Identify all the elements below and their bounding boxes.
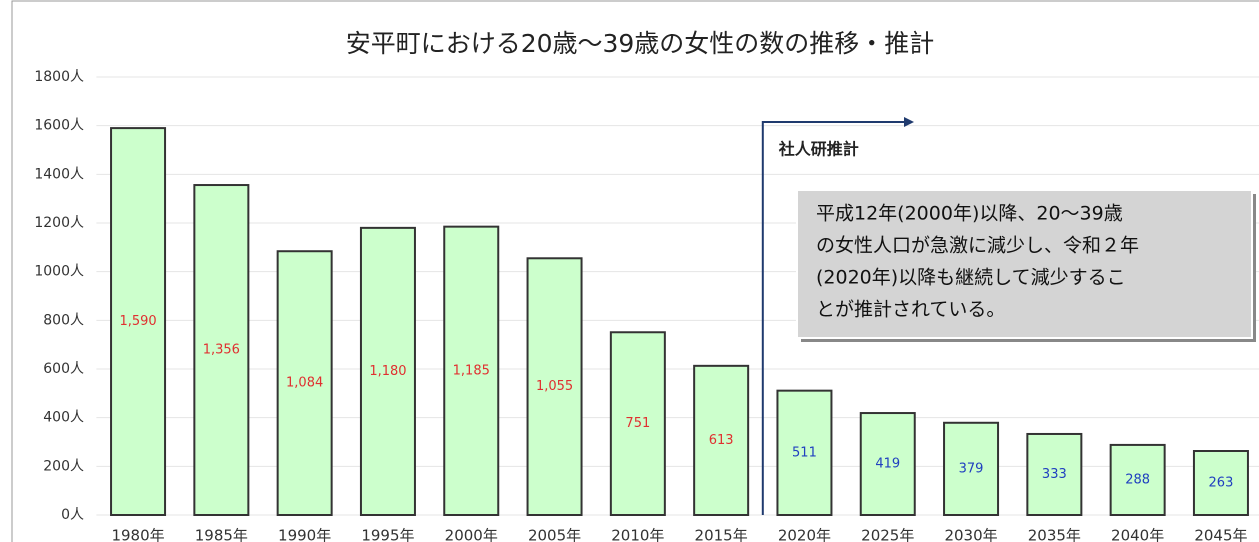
x-tick-label: 2005年 [528,527,581,542]
value-label: 1,084 [286,376,323,391]
bar [943,421,1000,517]
x-tick-label: 2010年 [611,527,664,542]
y-tick-label: 800人 [43,312,84,328]
value-label: 1,055 [536,379,573,394]
value-label: 511 [792,445,817,460]
bar [1192,450,1249,516]
value-label: 1,180 [369,364,406,379]
annotation-text: の女性人口が急激に減少し、令和２年 [816,235,1139,257]
x-tick-label: 1985年 [195,527,248,542]
y-tick-label: 1000人 [34,264,84,280]
bar [859,412,916,516]
x-tick-label: 2040年 [1111,527,1164,542]
bar [443,225,500,516]
x-tick-label: 2030年 [944,527,997,542]
chart-title: 安平町における20歳～39歳の女性の数の推移・推計 [346,29,935,58]
bar [1026,432,1083,516]
value-label: 379 [959,461,984,476]
x-tick-label: 1990年 [278,527,331,542]
projection-arrow [904,117,914,127]
bar [609,331,666,516]
bar [193,184,250,516]
x-tick-label: 1995年 [361,527,414,542]
value-label: 333 [1042,467,1067,482]
y-tick-label: 200人 [43,458,84,474]
y-tick-label: 1400人 [34,166,84,182]
bar [526,257,583,516]
bar [776,389,833,517]
x-tick-label: 1980年 [111,527,164,542]
y-tick-label: 400人 [43,410,84,426]
y-tick-label: 1800人 [34,69,84,85]
bar [693,364,750,516]
projection-divider [761,121,910,515]
bar [110,127,167,516]
x-tick-label: 2035年 [1028,527,1081,542]
annotation-box [796,189,1253,339]
annotation-text: 平成12年(2000年)以降、20～39歳 [816,203,1123,225]
projection-label: 社人研推計 [778,140,859,159]
x-tick-label: 2025年 [861,527,914,542]
bar [276,250,333,517]
value-label: 419 [875,457,900,472]
y-tick-label: 0人 [61,507,84,523]
value-label: 263 [1209,476,1234,491]
y-tick-label: 1600人 [34,118,84,134]
x-tick-label: 2015年 [695,527,748,542]
y-tick-label: 600人 [43,361,84,377]
y-tick-label: 1200人 [34,215,84,231]
value-label: 1,590 [119,314,156,329]
x-tick-label: 2045年 [1194,527,1247,542]
annotation-text: とが推計されている。 [816,299,1005,321]
value-label: 613 [709,433,734,448]
bar [1109,443,1166,517]
value-label: 288 [1125,472,1150,487]
x-tick-label: 2000年 [445,527,498,542]
value-label: 1,356 [203,343,240,358]
annotation-text: (2020年)以降も継続して減少するこ [816,267,1126,289]
bar [359,226,416,516]
value-label: 1,185 [453,363,490,378]
value-label: 751 [625,416,650,431]
x-tick-label: 2020年 [778,527,831,542]
